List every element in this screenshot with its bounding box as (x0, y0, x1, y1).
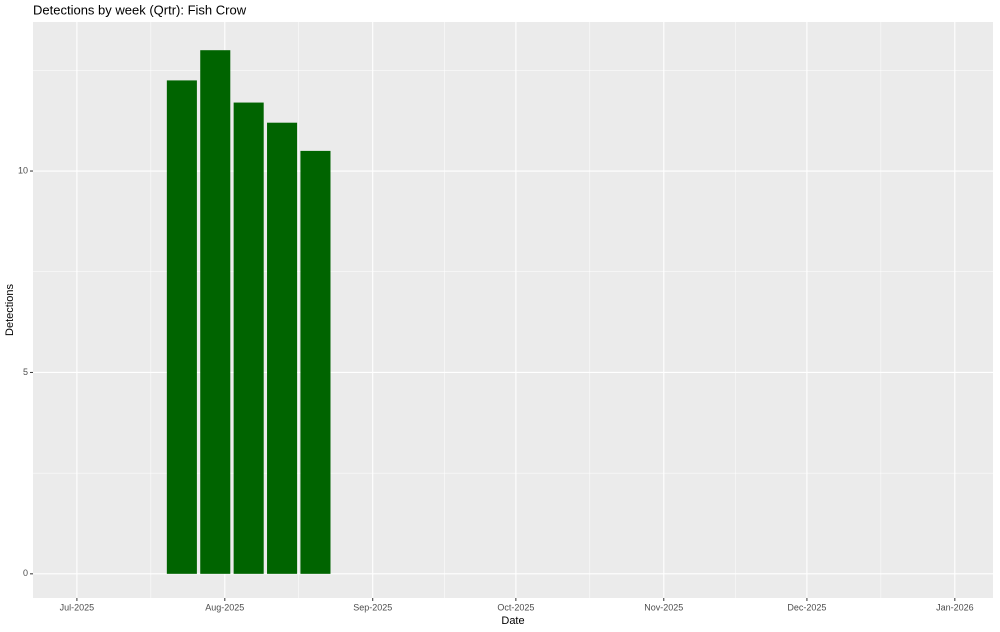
chart-title: Detections by week (Qrtr): Fish Crow (33, 2, 247, 17)
y-tick-label: 0 (23, 568, 28, 578)
x-tick-label: Nov-2025 (644, 602, 683, 612)
x-tick-label: Sep-2025 (353, 602, 392, 612)
x-tick-label: Aug-2025 (205, 602, 244, 612)
bar (300, 150, 331, 574)
x-tick-label: Jul-2025 (60, 602, 95, 612)
bar (166, 80, 197, 574)
x-tick-label: Oct-2025 (497, 602, 534, 612)
bar (200, 50, 231, 574)
bar (233, 102, 264, 574)
marks (166, 50, 331, 574)
y-tick-label: 5 (23, 367, 28, 377)
x-axis-title: Date (501, 615, 524, 627)
x-tick-label: Jan-2026 (936, 602, 974, 612)
y-tick-label: 10 (18, 165, 28, 175)
x-tick-label: Dec-2025 (787, 602, 826, 612)
bar (267, 122, 298, 574)
y-axis-title: Detections (4, 284, 16, 336)
